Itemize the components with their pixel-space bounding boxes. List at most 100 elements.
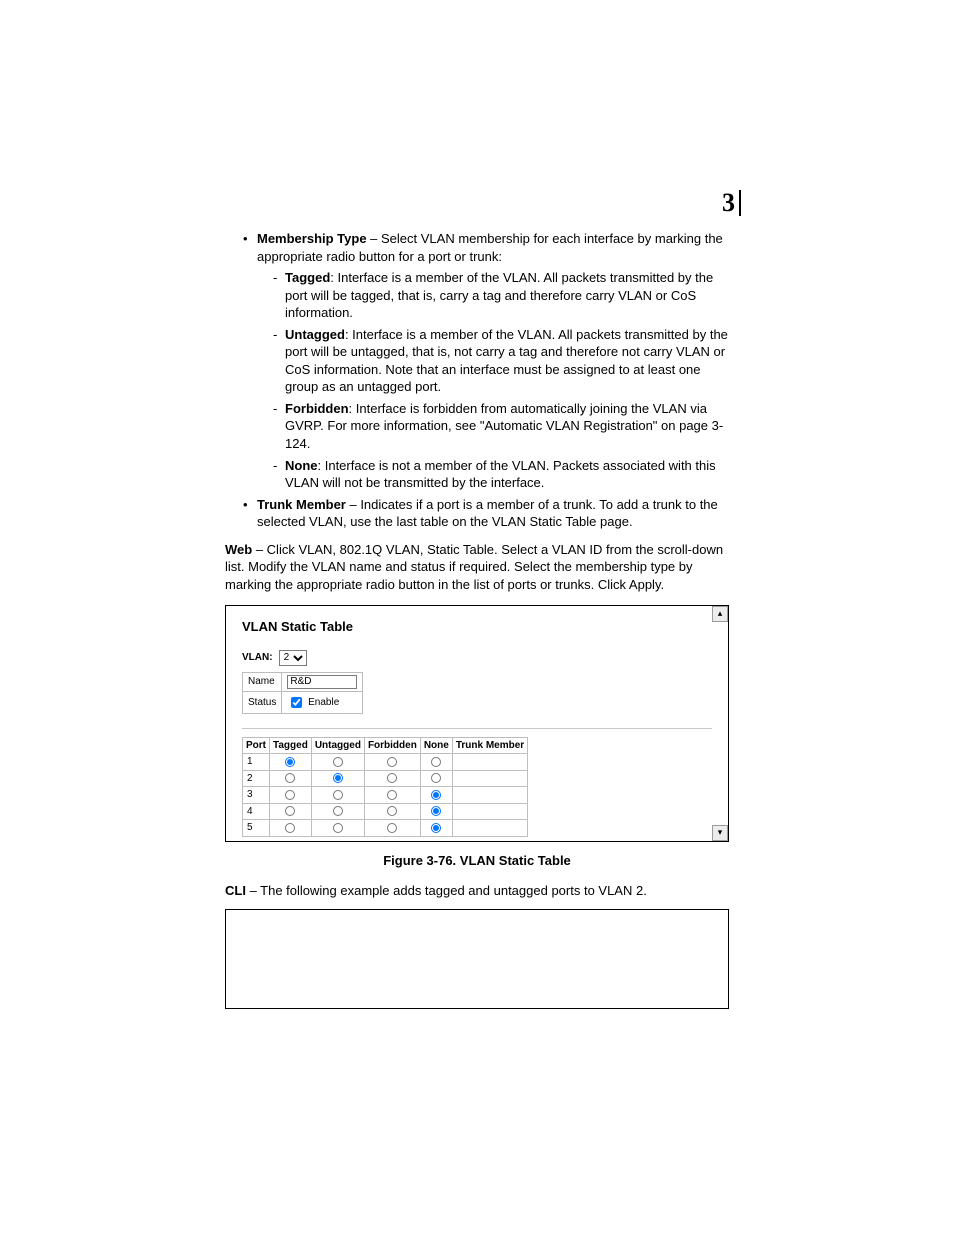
name-row: Name	[243, 672, 363, 691]
bullet-trunk-member: Trunk Member – Indicates if a port is a …	[243, 496, 729, 531]
radio-cell	[364, 787, 420, 804]
table-row: 4	[243, 803, 528, 820]
vlan-label: VLAN:	[242, 651, 273, 665]
col-untagged: Untagged	[311, 737, 364, 754]
table-row: 2	[243, 770, 528, 787]
name-input[interactable]	[287, 675, 357, 689]
radio-cell	[270, 770, 312, 787]
col-tagged: Tagged	[270, 737, 312, 754]
vlan-select[interactable]: 2	[279, 650, 307, 666]
membership-radio[interactable]	[333, 757, 343, 767]
radio-cell	[364, 770, 420, 787]
port-cell: 4	[243, 803, 270, 820]
scroll-up-button[interactable]: ▴	[712, 606, 728, 622]
col-port: Port	[243, 737, 270, 754]
col-none: None	[420, 737, 452, 754]
membership-radio[interactable]	[333, 790, 343, 800]
chapter-number: 3	[722, 190, 741, 216]
figure-divider	[242, 728, 712, 729]
figure-vlan-static-table: ▴ ▾ VLAN Static Table VLAN: 2 Name	[225, 605, 729, 842]
membership-radio[interactable]	[431, 773, 441, 783]
port-cell: 3	[243, 787, 270, 804]
radio-cell	[364, 820, 420, 837]
membership-radio[interactable]	[387, 757, 397, 767]
col-forbidden: Forbidden	[364, 737, 420, 754]
cli-label: CLI	[225, 883, 246, 898]
col-trunk-member: Trunk Member	[452, 737, 527, 754]
radio-cell	[311, 770, 364, 787]
port-cell: 5	[243, 820, 270, 837]
membership-radio[interactable]	[285, 806, 295, 816]
membership-radio[interactable]	[387, 790, 397, 800]
radio-cell	[420, 803, 452, 820]
text-tagged: : Interface is a member of the VLAN. All…	[285, 270, 713, 320]
label-tagged: Tagged	[285, 270, 330, 285]
membership-radio[interactable]	[285, 757, 295, 767]
radio-cell	[420, 770, 452, 787]
trunk-member-cell	[452, 770, 527, 787]
status-label: Status	[243, 691, 282, 713]
sub-bullet-tagged: Tagged: Interface is a member of the VLA…	[273, 269, 729, 322]
web-label: Web	[225, 542, 252, 557]
radio-cell	[420, 787, 452, 804]
sub-bullet-untagged: Untagged: Interface is a member of the V…	[273, 326, 729, 396]
radio-cell	[311, 787, 364, 804]
radio-cell	[364, 754, 420, 771]
radio-cell	[270, 754, 312, 771]
figure-caption: Figure 3-76. VLAN Static Table	[225, 852, 729, 870]
name-status-table: Name Status Enable	[242, 672, 363, 714]
membership-radio[interactable]	[285, 823, 295, 833]
bullet-membership-type: Membership Type – Select VLAN membership…	[243, 230, 729, 492]
label-trunk-member: Trunk Member	[257, 497, 346, 512]
membership-radio[interactable]	[333, 806, 343, 816]
table-row: 5	[243, 820, 528, 837]
radio-cell	[364, 803, 420, 820]
scroll-down-button[interactable]: ▾	[712, 825, 728, 841]
bullet-list: Membership Type – Select VLAN membership…	[225, 230, 729, 531]
status-checkbox[interactable]	[291, 697, 302, 708]
cli-example-box	[225, 909, 729, 1009]
body-text: Membership Type – Select VLAN membership…	[225, 230, 729, 1009]
text-none: : Interface is not a member of the VLAN.…	[285, 458, 716, 491]
sub-bullet-forbidden: Forbidden: Interface is forbidden from a…	[273, 400, 729, 453]
membership-radio[interactable]	[431, 790, 441, 800]
membership-radio[interactable]	[285, 790, 295, 800]
membership-radio[interactable]	[431, 757, 441, 767]
trunk-member-cell	[452, 820, 527, 837]
cli-paragraph: CLI – The following example adds tagged …	[225, 882, 729, 900]
membership-radio[interactable]	[431, 823, 441, 833]
radio-cell	[311, 803, 364, 820]
name-label: Name	[243, 672, 282, 691]
radio-cell	[270, 820, 312, 837]
label-untagged: Untagged	[285, 327, 345, 342]
port-cell: 1	[243, 754, 270, 771]
figure-title: VLAN Static Table	[242, 618, 712, 636]
membership-radio[interactable]	[333, 823, 343, 833]
label-none: None	[285, 458, 318, 473]
text-untagged: : Interface is a member of the VLAN. All…	[285, 327, 728, 395]
membership-radio[interactable]	[431, 806, 441, 816]
text-forbidden: : Interface is forbidden from automatica…	[285, 401, 723, 451]
port-membership-table: Port Tagged Untagged Forbidden None Trun…	[242, 737, 528, 837]
trunk-member-cell	[452, 754, 527, 771]
membership-radio[interactable]	[387, 823, 397, 833]
port-table-header-row: Port Tagged Untagged Forbidden None Trun…	[243, 737, 528, 754]
radio-cell	[420, 754, 452, 771]
radio-cell	[270, 803, 312, 820]
membership-radio[interactable]	[333, 773, 343, 783]
membership-radio[interactable]	[387, 806, 397, 816]
sub-bullet-none: None: Interface is not a member of the V…	[273, 457, 729, 492]
radio-cell	[420, 820, 452, 837]
web-text: – Click VLAN, 802.1Q VLAN, Static Table.…	[225, 542, 723, 592]
cli-text: – The following example adds tagged and …	[246, 883, 647, 898]
status-row: Status Enable	[243, 691, 363, 713]
label-membership-type: Membership Type	[257, 231, 367, 246]
web-paragraph: Web – Click VLAN, 802.1Q VLAN, Static Ta…	[225, 541, 729, 594]
radio-cell	[270, 787, 312, 804]
radio-cell	[311, 820, 364, 837]
membership-radio[interactable]	[387, 773, 397, 783]
figure-body: VLAN Static Table VLAN: 2 Name Status	[226, 606, 728, 842]
status-enable-text: Enable	[308, 697, 339, 708]
port-cell: 2	[243, 770, 270, 787]
membership-radio[interactable]	[285, 773, 295, 783]
